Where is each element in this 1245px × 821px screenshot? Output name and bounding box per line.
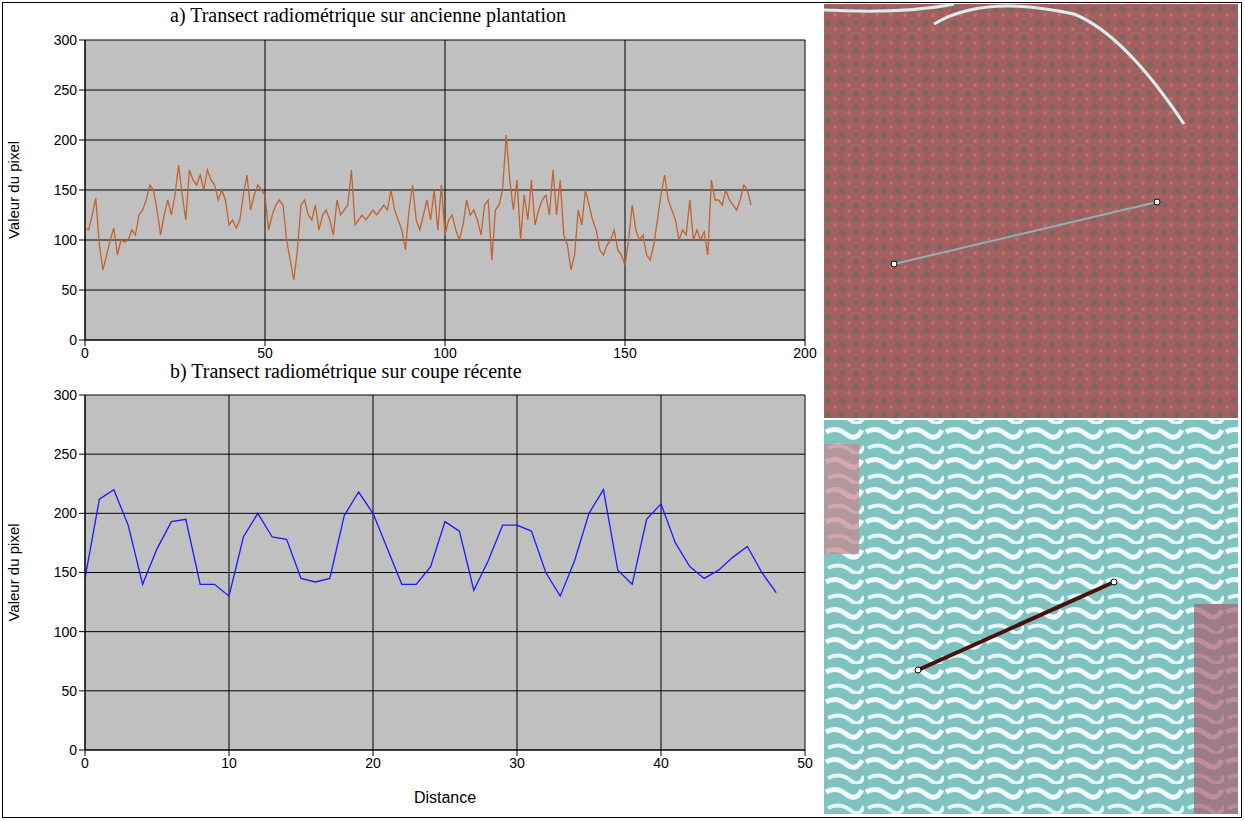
svg-text:300: 300 <box>54 32 78 48</box>
svg-text:150: 150 <box>613 345 637 361</box>
svg-text:Valeur du pixel: Valeur du pixel <box>5 141 22 239</box>
svg-text:250: 250 <box>54 446 78 462</box>
svg-text:0: 0 <box>69 332 77 348</box>
svg-text:200: 200 <box>54 505 78 521</box>
svg-text:30: 30 <box>509 755 525 771</box>
svg-text:50: 50 <box>61 282 77 298</box>
svg-text:20: 20 <box>365 755 381 771</box>
svg-text:50: 50 <box>61 683 77 699</box>
svg-text:100: 100 <box>54 624 78 640</box>
svg-text:150: 150 <box>54 564 78 580</box>
svg-text:Distance: Distance <box>414 789 476 806</box>
svg-text:50: 50 <box>797 755 813 771</box>
svg-text:100: 100 <box>433 345 457 361</box>
svg-text:300: 300 <box>54 387 78 403</box>
svg-text:50: 50 <box>257 345 273 361</box>
svg-text:200: 200 <box>793 345 817 361</box>
svg-text:100: 100 <box>54 232 78 248</box>
svg-text:0: 0 <box>69 742 77 758</box>
html-text:a) Transect radiométrique sur: a) Transect radiométrique sur ancienne p… <box>170 4 566 26</box>
svg-text:Valeur du pixel: Valeur du pixel <box>5 523 22 621</box>
svg-text:40: 40 <box>653 755 669 771</box>
svg-text:10: 10 <box>221 755 237 771</box>
svg-text:200: 200 <box>54 132 78 148</box>
svg-text:0: 0 <box>81 345 89 361</box>
svg-text:250: 250 <box>54 82 78 98</box>
svg-text:0: 0 <box>81 755 89 771</box>
svg-text:150: 150 <box>54 182 78 198</box>
html-text:b) Transect radiométrique sur: b) Transect radiométrique sur coupe réce… <box>170 360 522 382</box>
